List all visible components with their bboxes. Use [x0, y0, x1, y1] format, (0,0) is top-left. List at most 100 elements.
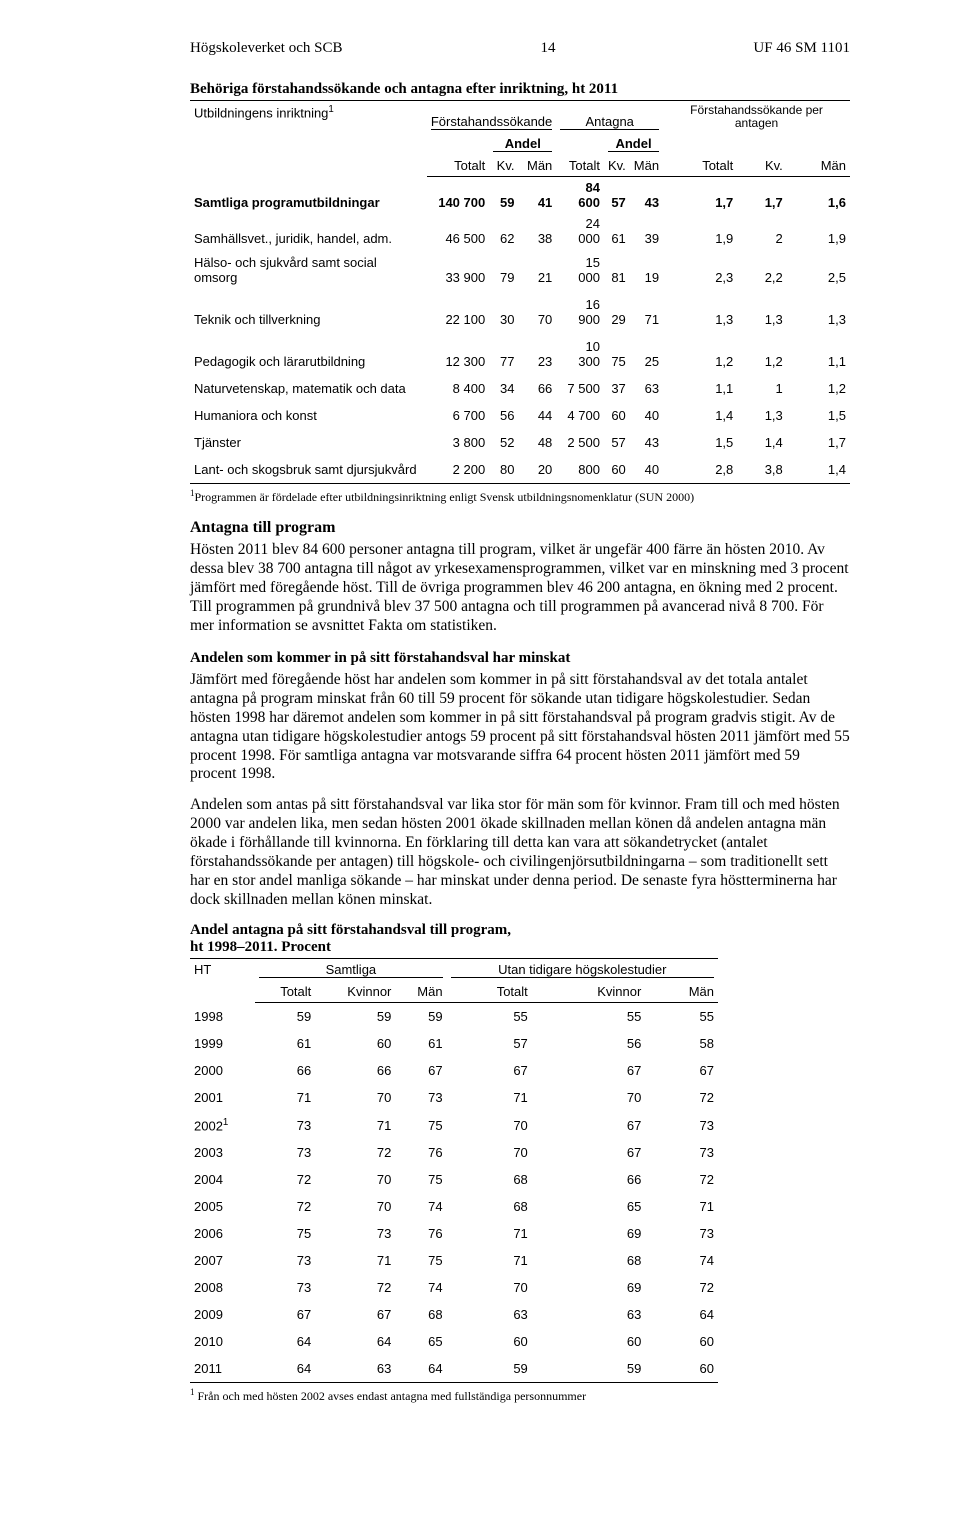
table2-cell: 70 — [315, 1084, 395, 1111]
table2-cell: 63 — [532, 1301, 646, 1328]
table1-col-header: Kv. — [489, 155, 518, 177]
table1-col-header: Män — [519, 155, 557, 177]
table2-col-header: Män — [395, 981, 446, 1003]
table1-cell: 2 500 — [556, 429, 604, 456]
table1-cell: 1,5 — [663, 429, 737, 456]
table1-row-label: Lant- och skogsbruk samt djursjukvård — [190, 456, 427, 484]
table2-cell: 66 — [315, 1057, 395, 1084]
table1-cell: 16 900 — [556, 291, 604, 333]
table1-cell: 22 100 — [427, 291, 489, 333]
table1-cell: 62 — [489, 213, 518, 249]
running-header: Högskoleverket och SCB 14 UF 46 SM 1101 — [190, 40, 850, 57]
table2-cell: 73 — [645, 1111, 718, 1139]
table2-cell: 72 — [645, 1166, 718, 1193]
table2-rowlabel-header: HT — [190, 958, 255, 1002]
table2-cell: 65 — [532, 1193, 646, 1220]
table2-cell: 60 — [447, 1328, 532, 1355]
table2-footnote: 1 Från och med hösten 2002 avses endast … — [190, 1387, 850, 1404]
table2-cell: 71 — [447, 1220, 532, 1247]
table1-cell: 80 — [489, 456, 518, 484]
table1-sub-header: Andel — [604, 133, 663, 155]
table2-title-line2: ht 1998–2011. Procent — [190, 939, 331, 955]
table1-row-label: Samtliga programutbildningar — [190, 177, 427, 214]
table1-cell: 12 300 — [427, 333, 489, 375]
table1-cell: 1,3 — [737, 291, 787, 333]
table1-cell: 1,6 — [787, 177, 850, 214]
table1-cell: 1,2 — [787, 375, 850, 402]
table1-col-header: Kv. — [604, 155, 630, 177]
table2-cell: 71 — [315, 1111, 395, 1139]
table2-cell: 61 — [395, 1030, 446, 1057]
table2: HTSamtligaUtan tidigare högskolestudierT… — [190, 958, 718, 1383]
table2-cell: 67 — [255, 1301, 315, 1328]
table1-cell: 6 700 — [427, 402, 489, 429]
table2-cell: 75 — [395, 1111, 446, 1139]
table2-cell: 67 — [532, 1111, 646, 1139]
table2-cell: 60 — [532, 1328, 646, 1355]
table2-cell: 67 — [645, 1057, 718, 1084]
table2-cell: 70 — [447, 1274, 532, 1301]
table2-cell: 60 — [315, 1030, 395, 1057]
table2-cell: 55 — [447, 1002, 532, 1030]
table1-cell: 800 — [556, 456, 604, 484]
table1-cell: 79 — [489, 249, 518, 291]
table1-cell: 24 000 — [556, 213, 604, 249]
table1-row-label: Hälso- och sjukvård samt social omsorg — [190, 249, 427, 291]
table1-row-label: Humaniora och konst — [190, 402, 427, 429]
table2-cell: 59 — [395, 1002, 446, 1030]
table1-cell: 57 — [604, 177, 630, 214]
table2-footnote-text: Från och med hösten 2002 avses endast an… — [195, 1389, 587, 1403]
table1-cell: 46 500 — [427, 213, 489, 249]
table2-cell: 71 — [447, 1084, 532, 1111]
table2-cell: 72 — [255, 1193, 315, 1220]
table1-col-header: Kv. — [737, 155, 787, 177]
table1-cell: 2,2 — [737, 249, 787, 291]
table2-cell: 60 — [645, 1328, 718, 1355]
header-right: UF 46 SM 1101 — [753, 40, 850, 57]
table2-cell: 73 — [395, 1084, 446, 1111]
table2-cell: 68 — [447, 1193, 532, 1220]
table2-cell: 75 — [395, 1166, 446, 1193]
table2-cell: 59 — [447, 1355, 532, 1383]
table2-cell: 59 — [532, 1355, 646, 1383]
table2-cell: 63 — [315, 1355, 395, 1383]
table1-rowlabel-header: Utbildningens inriktning1 — [190, 101, 427, 177]
table1-cell: 71 — [630, 291, 663, 333]
table2-row-label: 2006 — [190, 1220, 255, 1247]
body-p1: Hösten 2011 blev 84 600 personer antagna… — [190, 541, 850, 636]
table2-cell: 59 — [315, 1002, 395, 1030]
table2-cell: 73 — [255, 1274, 315, 1301]
table2-cell: 63 — [447, 1301, 532, 1328]
table1-cell: 48 — [519, 429, 557, 456]
table2-row-label: 2007 — [190, 1247, 255, 1274]
table2-row-label: 1998 — [190, 1002, 255, 1030]
page: Högskoleverket och SCB 14 UF 46 SM 1101 … — [0, 0, 960, 1454]
table1-sub-header — [663, 133, 850, 155]
table1-cell: 1,4 — [737, 429, 787, 456]
table1-cell: 7 500 — [556, 375, 604, 402]
table2-cell: 72 — [645, 1084, 718, 1111]
table1-cell: 1,4 — [787, 456, 850, 484]
table1-cell: 2,5 — [787, 249, 850, 291]
table2-col-header: Kvinnor — [315, 981, 395, 1003]
table1-cell: 10 300 — [556, 333, 604, 375]
table2-cell: 75 — [395, 1247, 446, 1274]
table2-cell: 64 — [255, 1328, 315, 1355]
table2-cell: 55 — [532, 1002, 646, 1030]
table2-cell: 58 — [645, 1030, 718, 1057]
table2-col-header: Totalt — [255, 981, 315, 1003]
table1-cell: 34 — [489, 375, 518, 402]
body-heading-2: Andelen som kommer in på sitt förstahand… — [190, 650, 850, 667]
table1-sub-header — [427, 133, 489, 155]
table1-cell: 40 — [630, 456, 663, 484]
table2-cell: 73 — [255, 1247, 315, 1274]
table1-cell: 40 — [630, 402, 663, 429]
table1-cell: 15 000 — [556, 249, 604, 291]
table2-cell: 76 — [395, 1220, 446, 1247]
table1-row-label: Samhällsvet., juridik, handel, adm. — [190, 213, 427, 249]
table2-cell: 73 — [645, 1220, 718, 1247]
table1-cell: 1,1 — [663, 375, 737, 402]
table2-title-line1: Andel antagna på sitt förstahandsval til… — [190, 922, 511, 938]
table2-col-header: Totalt — [447, 981, 532, 1003]
table1-title: Behöriga förstahandssökande och antagna … — [190, 81, 850, 98]
